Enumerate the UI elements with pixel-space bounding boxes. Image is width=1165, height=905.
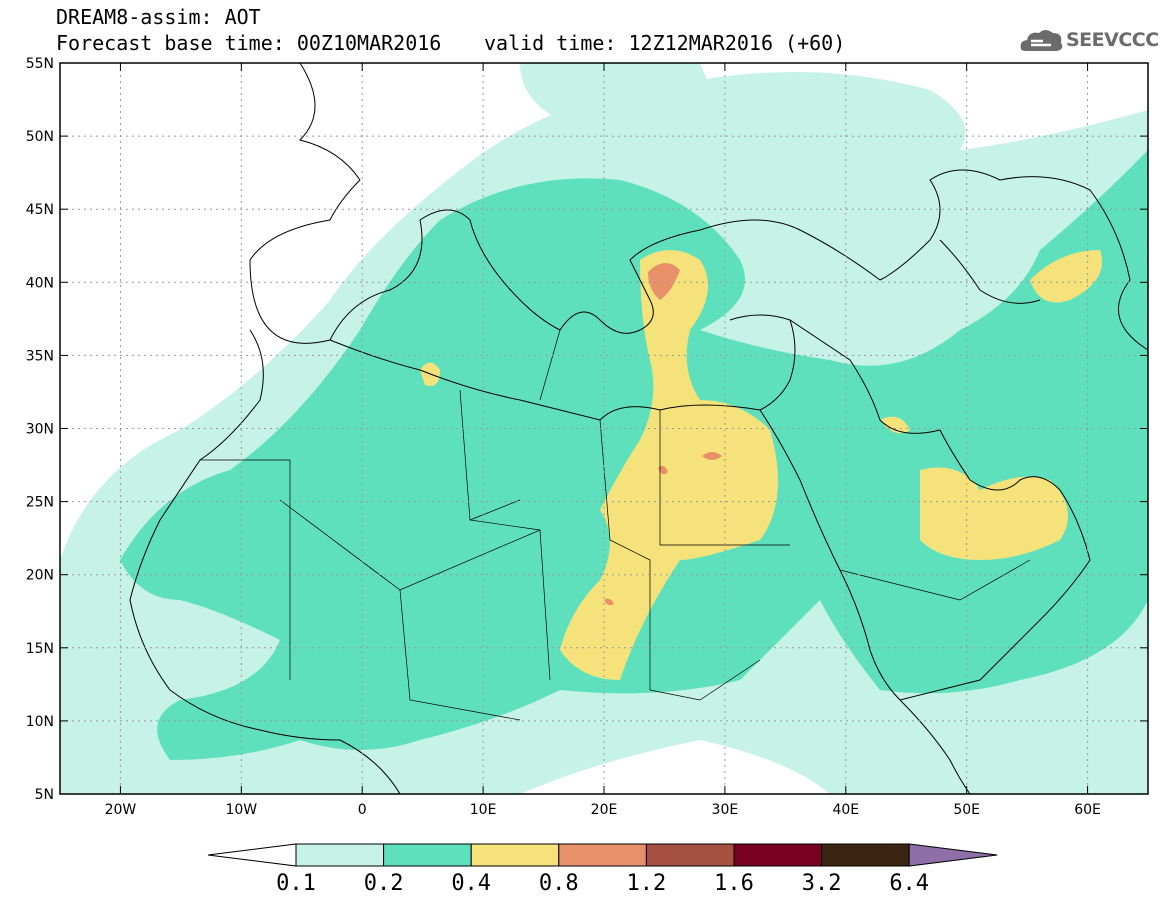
colorbar-box — [645, 843, 735, 867]
aot-band-0-4 — [420, 250, 1102, 680]
lon-label: 50E — [953, 802, 980, 818]
lat-label: 15N — [26, 641, 54, 657]
colorbar-label: 3.2 — [802, 871, 842, 896]
colorbar-arrow-left — [207, 843, 297, 867]
colorbar-label: 6.4 — [889, 871, 929, 896]
cloud-icon — [1020, 30, 1063, 51]
logo-text: SEEVCCC — [1066, 29, 1159, 51]
country-borders — [200, 329, 1031, 721]
colorbar-label: 1.2 — [627, 871, 667, 896]
colorbar-arrow-right — [908, 843, 998, 867]
valid-time: valid time: 12Z12MAR2016 (+60) — [484, 31, 846, 55]
aot-band-0-8 — [604, 262, 722, 606]
lon-label: 60E — [1074, 802, 1101, 818]
lon-label: 40E — [832, 802, 859, 818]
lat-label: 55N — [26, 56, 54, 72]
colorbar-box — [821, 843, 910, 867]
colorbar-box — [383, 843, 472, 867]
lat-label: 45N — [26, 202, 54, 218]
colorbar-label: 0.1 — [276, 871, 316, 896]
colorbar-label: 0.4 — [451, 871, 491, 896]
lat-label: 40N — [26, 275, 54, 291]
lat-label: 25N — [26, 495, 54, 511]
coastlines — [129, 63, 1148, 794]
colorbar-box — [470, 843, 560, 867]
lon-label: 20W — [105, 802, 137, 818]
lat-label: 50N — [26, 129, 54, 145]
forecast-base-time: Forecast base time: 00Z10MAR2016 — [56, 31, 442, 55]
lon-label: 10W — [225, 802, 257, 818]
lon-label: 10E — [470, 802, 497, 818]
colorbar-label: 0.2 — [364, 871, 404, 896]
colorbar-label: 0.8 — [539, 871, 579, 896]
colorbar-box — [295, 843, 385, 867]
axis-ticks — [60, 62, 1148, 795]
map-title: DREAM8-assim: AOT — [56, 5, 261, 29]
lon-labels: 20W 10W 0 10E 20E 30E 40E 50E 60E — [105, 802, 1101, 818]
lat-label: 5N — [35, 787, 54, 803]
lat-label: 20N — [26, 568, 54, 584]
lon-label: 0 — [358, 802, 367, 818]
lon-label: 30E — [712, 802, 739, 818]
lon-label: 20E — [591, 802, 618, 818]
lat-labels: 55N 50N 45N 40N 35N 30N 25N 20N 15N 10N 5N — [26, 56, 54, 803]
gridlines — [60, 63, 1148, 794]
colorbar-box — [558, 843, 647, 867]
lat-label: 35N — [26, 348, 54, 364]
lat-label: 10N — [26, 714, 54, 730]
lat-label: 30N — [26, 422, 54, 438]
colorbar-box — [733, 843, 823, 867]
colorbar-label: 1.6 — [714, 871, 754, 896]
